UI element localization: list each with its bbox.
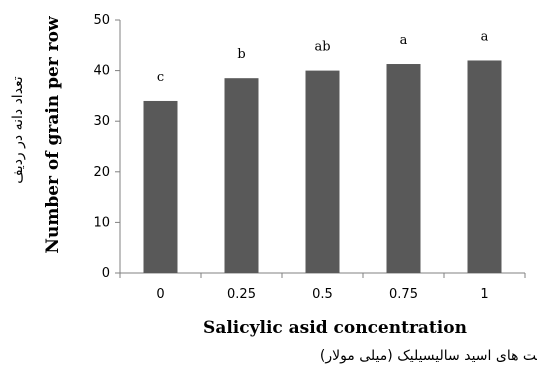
data-labels: c b ab a a [157, 29, 489, 84]
y-tick-label: 50 [93, 13, 110, 28]
bar [386, 64, 421, 273]
bar [224, 78, 259, 273]
data-label: a [400, 33, 408, 48]
bars [143, 60, 502, 274]
data-label: a [481, 29, 489, 44]
x-tick-label: 0.75 [389, 287, 418, 302]
data-label: b [237, 47, 245, 62]
y-tick-label: 30 [93, 114, 110, 129]
x-tick-label: 0.5 [312, 287, 333, 302]
y-tick-label: 20 [93, 165, 110, 180]
y-axis-title-secondary: تعداد دانه در ردیف [10, 76, 26, 183]
x-tick-label: 0.25 [227, 287, 256, 302]
y-tick-label: 0 [102, 266, 110, 281]
y-tick-label: 40 [93, 64, 110, 79]
bar [467, 60, 502, 274]
y-tick-label: 10 [93, 215, 110, 230]
x-axis: 0 0.25 0.5 0.75 1 [119, 272, 526, 302]
x-axis-title: Salicylic asid concentration [203, 318, 467, 338]
bar [143, 100, 178, 274]
x-tick-label: 1 [480, 287, 488, 302]
x-axis-title-secondary: غلظت های اسید سالیسیلیک (میلی مولار) [320, 348, 537, 364]
y-axis-title: Number of grain per row [43, 16, 63, 254]
data-label: c [157, 70, 164, 85]
bar [305, 70, 340, 273]
x-tick-label: 0 [156, 287, 164, 302]
y-axis: 0 10 20 30 40 50 [93, 13, 121, 281]
data-label: ab [314, 40, 330, 55]
